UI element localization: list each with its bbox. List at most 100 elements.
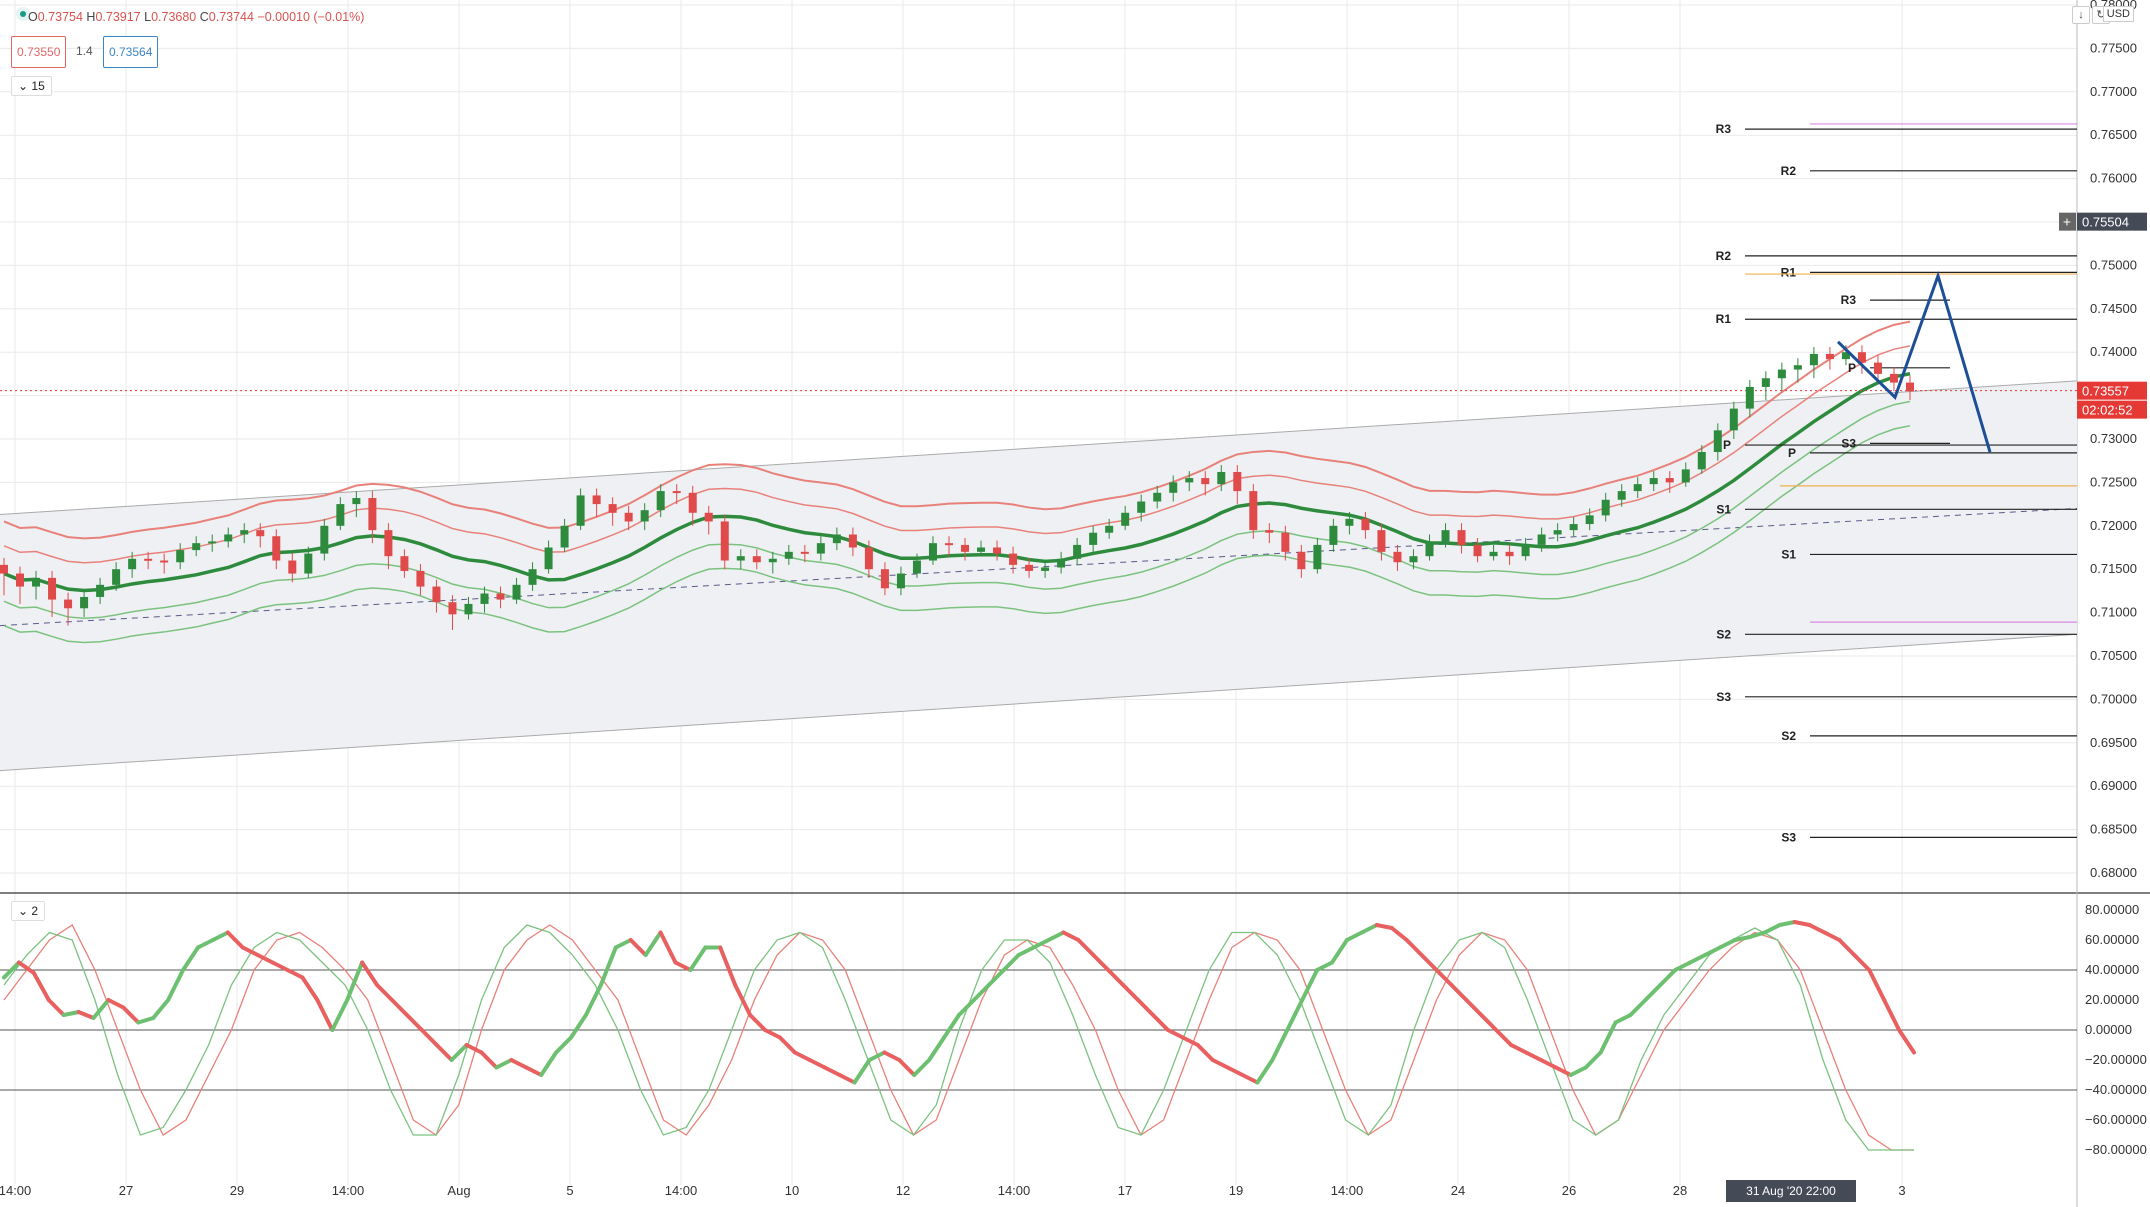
osc-slow-red [3, 924, 1914, 1151]
candle-body [1713, 430, 1722, 453]
lower-band-outer [3, 425, 1911, 644]
osc-fast-segment [718, 945, 738, 987]
upper-band-inner [3, 345, 1911, 564]
channel-midline [0, 507, 2078, 627]
osc-fast-segment [449, 1043, 469, 1062]
candle-body [1073, 544, 1082, 559]
candle-body [656, 491, 665, 511]
time-axis-label: Aug [447, 1183, 470, 1198]
candle-body [1633, 484, 1642, 492]
add-level-button [2059, 212, 2076, 231]
candle-body [544, 547, 553, 570]
osc-fast-segment [1344, 930, 1364, 942]
ask-button[interactable]: 0.73564 [103, 36, 159, 68]
candle-body [112, 569, 121, 585]
high-label: H [86, 10, 96, 24]
time-axis-label: 14:00 [998, 1183, 1031, 1198]
candle-body [496, 593, 505, 600]
osc-fast-segment [748, 1013, 768, 1032]
osc-fast-segment [136, 1016, 156, 1025]
price-axis-label: 0.70000 [2090, 691, 2137, 706]
price-axis-label: 0.74000 [2090, 344, 2137, 359]
osc-fast-segment [583, 983, 603, 1017]
candle-body [1329, 525, 1338, 545]
candle-body [1841, 352, 1850, 360]
refresh-icon: ↻ [2096, 9, 2106, 21]
candle-body [688, 492, 697, 513]
osc-fast-segment [1688, 953, 1708, 965]
download-button[interactable]: ↓ [2072, 6, 2090, 24]
countdown-tag [2077, 400, 2147, 419]
osc-fast-segment [285, 968, 305, 980]
candle-body [32, 577, 41, 587]
osc-fast-segment [1136, 998, 1155, 1017]
osc-fast-segment [1330, 938, 1349, 965]
time-crosshair-tag [1726, 1180, 1856, 1202]
time-axis-label: 14:00 [665, 1183, 698, 1198]
candle-body [224, 534, 233, 542]
currency-label[interactable]: USD [2102, 6, 2134, 22]
osc-fast-segment [1270, 1028, 1290, 1062]
osc-fast-segment [1165, 1028, 1185, 1040]
candle-body [1233, 471, 1242, 492]
chevron-down-icon: ⌄ [18, 79, 29, 93]
pivot-label: S2 [1781, 729, 1796, 743]
candle-body [1169, 482, 1178, 493]
osc-fast-segment [434, 1043, 454, 1062]
price-axis-label: 0.70500 [2090, 648, 2137, 663]
candle-body [1649, 478, 1658, 485]
price-axis-label: 0.71000 [2090, 605, 2137, 620]
osc-fast-segment [151, 998, 171, 1020]
candle-body [1185, 478, 1194, 483]
candle-body [1857, 352, 1866, 363]
osc-fast-segment [76, 1010, 96, 1020]
candle-body [288, 560, 297, 574]
candle-body [144, 558, 153, 561]
candle-body [1505, 551, 1514, 557]
symbol-status-icon[interactable] [16, 7, 30, 21]
osc-axis-label: −40.00000 [2085, 1082, 2147, 1097]
osc-fast-segment [1374, 923, 1394, 930]
candle-body [1777, 369, 1786, 379]
osc-fast-segment [91, 998, 111, 1020]
candle-body [1345, 518, 1354, 526]
pattern-projection [1836, 270, 1992, 453]
time-axis-label: 29 [230, 1183, 244, 1198]
bid-button[interactable]: 0.73550 [11, 36, 67, 68]
osc-fast-segment [1807, 923, 1827, 935]
osc-fast-segment [1583, 1050, 1603, 1070]
osc-fast-segment [1747, 930, 1767, 939]
osc-fast-segment [1718, 938, 1737, 950]
osc-fast-segment [1897, 1028, 1916, 1055]
osc-fast-segment [270, 960, 290, 972]
osc-fast-segment [1762, 923, 1782, 935]
candle-body [1521, 544, 1530, 557]
osc-fast-segment [1658, 968, 1678, 987]
candle-body [16, 573, 25, 587]
osc-fast-segment [1837, 938, 1857, 957]
osc-fast-segment [688, 945, 708, 972]
osc-fast-segment [1001, 953, 1021, 972]
indicator-collapse-toggle[interactable]: ⌄ 15 [11, 76, 52, 96]
oscillator-collapse-toggle[interactable]: ⌄ 2 [11, 901, 46, 921]
osc-fast-segment [1315, 960, 1335, 972]
candle-body [576, 495, 585, 526]
osc-fast-segment [1494, 1028, 1514, 1047]
candle-body [1809, 353, 1818, 366]
candle-body [832, 534, 841, 544]
osc-fast-segment [1628, 998, 1648, 1017]
osc-fast-segment [733, 983, 753, 1017]
candle-body [1297, 551, 1306, 570]
candle-body [1281, 532, 1290, 552]
osc-fast-segment [1061, 930, 1081, 942]
pivot-label: P [1788, 446, 1796, 460]
osc-fast-segment [1703, 945, 1723, 957]
osc-fast-segment [1524, 1050, 1543, 1062]
osc-fast-segment [1479, 1013, 1499, 1032]
candle-body [1761, 378, 1770, 387]
candle-body [640, 510, 649, 522]
osc-fast-segment [195, 938, 215, 950]
time-axis-label: 14:00 [332, 1183, 365, 1198]
osc-fast-segment [46, 998, 66, 1017]
